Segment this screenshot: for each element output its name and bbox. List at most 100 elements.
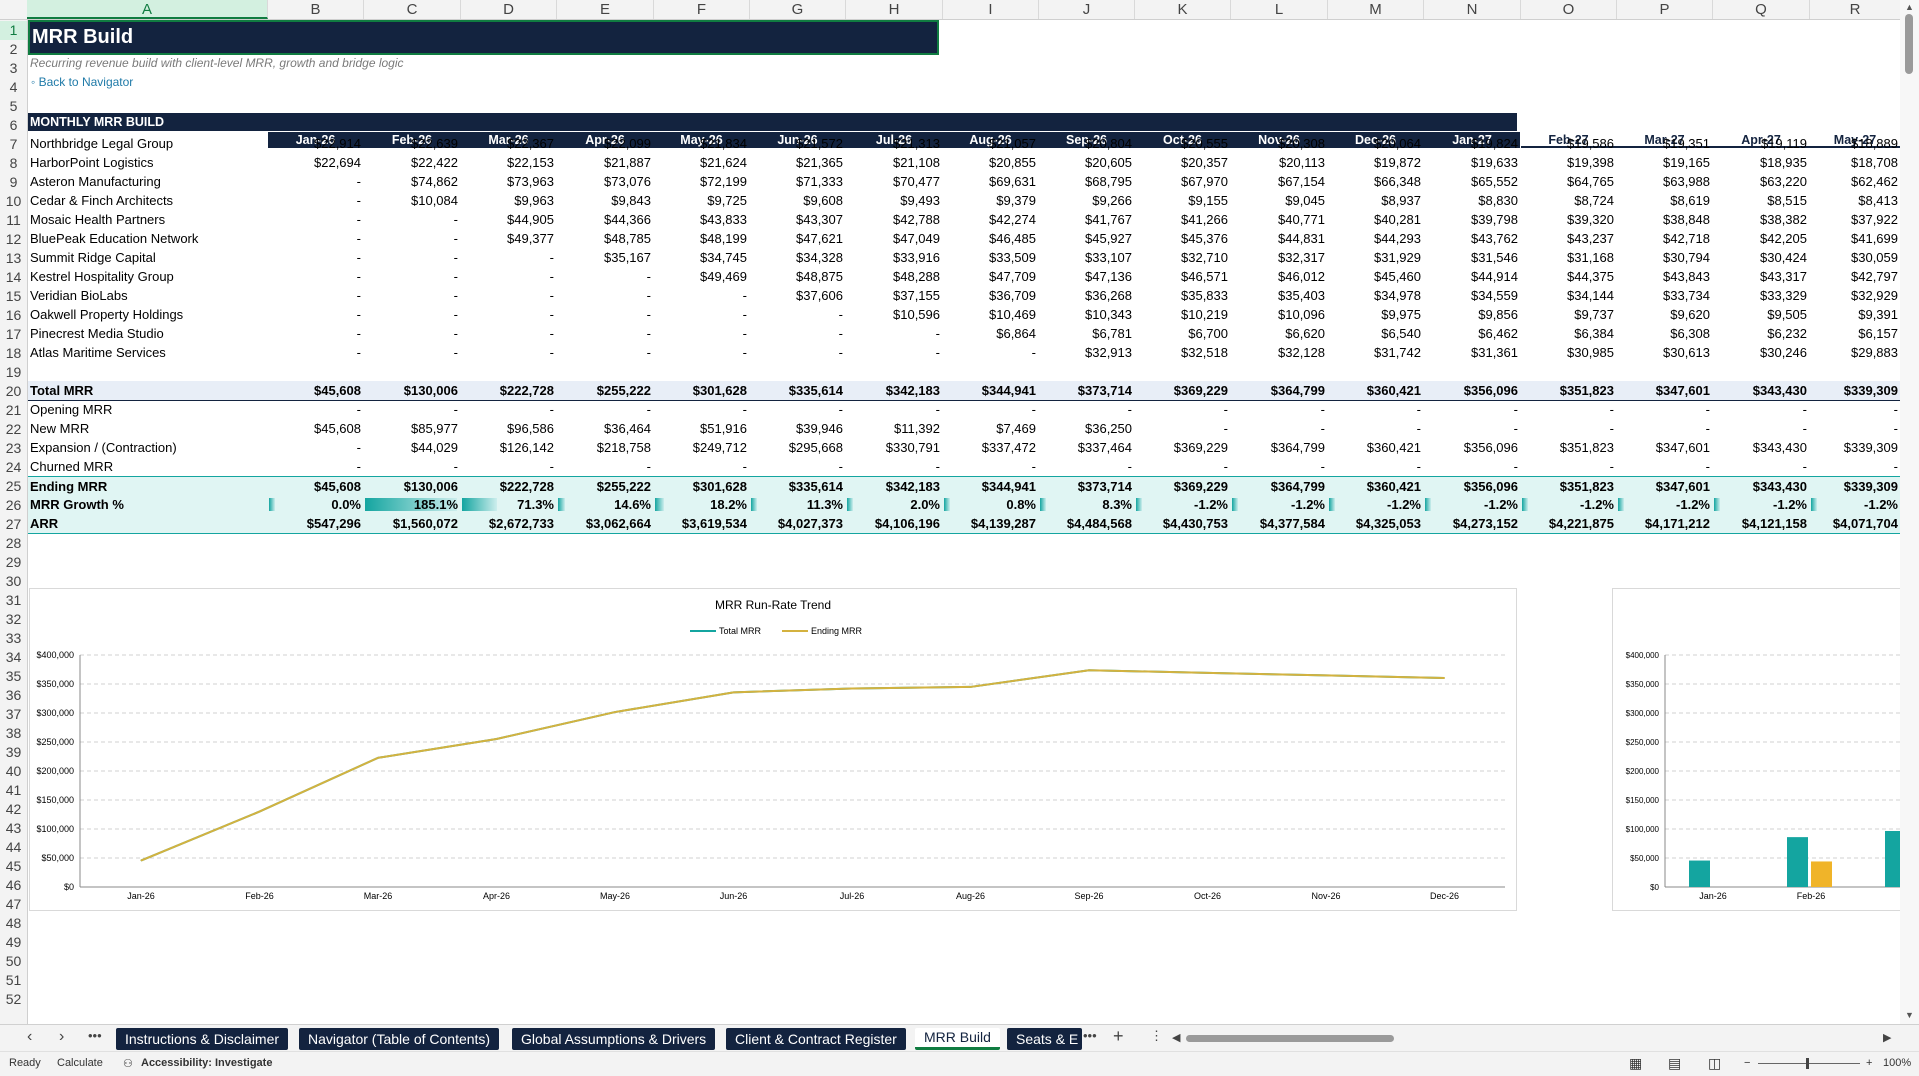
cell-value[interactable]: - [1031, 345, 1036, 360]
cell-value[interactable]: $36,250 [1085, 421, 1132, 436]
cell-value[interactable]: $20,605 [1085, 155, 1132, 170]
cell-value[interactable]: - [742, 288, 747, 303]
zoom-slider-handle[interactable] [1806, 1058, 1809, 1069]
cell-value[interactable]: $364,799 [1270, 383, 1325, 398]
sheet-title[interactable]: MRR Build [28, 20, 939, 55]
cell-value[interactable]: $344,941 [981, 383, 1036, 398]
row-label[interactable]: HarborPoint Logistics [30, 155, 154, 170]
status-calculate[interactable]: Calculate [57, 1057, 103, 1069]
cell-value[interactable]: - [1893, 421, 1898, 436]
cell-value[interactable]: $31,929 [1374, 250, 1421, 265]
cell-value[interactable]: $31,742 [1374, 345, 1421, 360]
row-header[interactable]: 50 [5, 953, 22, 969]
cell-value[interactable]: $20,064 [1374, 136, 1421, 151]
cell-value[interactable]: - [356, 193, 361, 208]
cell-value[interactable]: - [1893, 459, 1898, 474]
cell-value[interactable]: $369,229 [1173, 479, 1228, 494]
cell-value[interactable]: - [453, 212, 458, 227]
cell-value[interactable]: $19,119 [1760, 136, 1807, 151]
cell-value[interactable]: $347,601 [1655, 479, 1710, 494]
row-header[interactable]: 4 [9, 79, 18, 95]
cell-value[interactable]: - [1031, 402, 1036, 417]
cell-value[interactable]: $6,308 [1670, 326, 1710, 341]
cell-value[interactable]: $47,709 [989, 269, 1036, 284]
cell-value[interactable]: $6,462 [1478, 326, 1518, 341]
cell-value[interactable]: $67,154 [1278, 174, 1325, 189]
cell-value[interactable]: 14.6% [614, 497, 651, 512]
row-header[interactable]: 36 [5, 687, 22, 703]
cell-value[interactable]: $30,246 [1760, 345, 1807, 360]
vertical-scrollbar[interactable]: ▲ ▼ [1900, 0, 1919, 1024]
cell-value[interactable]: $85,977 [411, 421, 458, 436]
vertical-scroll-thumb[interactable] [1905, 14, 1913, 74]
cell-value[interactable]: - [1320, 402, 1325, 417]
column-header-m[interactable]: M [1328, 0, 1424, 19]
cell-value[interactable]: $32,317 [1278, 250, 1325, 265]
cell-value[interactable]: $9,266 [1092, 193, 1132, 208]
scroll-up-icon[interactable]: ▲ [1905, 2, 1914, 12]
cell-value[interactable]: 0.0% [331, 497, 361, 512]
row-header[interactable]: 26 [5, 497, 22, 513]
cell-value[interactable]: $29,883 [1851, 345, 1898, 360]
cell-value[interactable]: $33,329 [1760, 288, 1807, 303]
tab-client-register[interactable]: Client & Contract Register [726, 1028, 906, 1050]
accessibility-icon[interactable]: ⚇ [123, 1058, 133, 1070]
cell-value[interactable]: - [356, 212, 361, 227]
cell-value[interactable]: - [1031, 459, 1036, 474]
column-header-k[interactable]: K [1135, 0, 1231, 19]
cell-value[interactable]: $18,935 [1760, 155, 1807, 170]
cell-value[interactable]: $42,274 [989, 212, 1036, 227]
column-header-i[interactable]: I [943, 0, 1039, 19]
cell-value[interactable]: - [356, 440, 361, 455]
cell-value[interactable]: - [356, 288, 361, 303]
cell-value[interactable]: - [356, 307, 361, 322]
cell-value[interactable]: - [1513, 459, 1518, 474]
cell-value[interactable]: $9,843 [611, 193, 651, 208]
cell-value[interactable]: $3,062,664 [585, 516, 651, 531]
cell-value[interactable]: $347,601 [1655, 383, 1710, 398]
scroll-down-icon[interactable]: ▼ [1905, 1010, 1914, 1020]
cell-value[interactable]: $22,694 [314, 155, 361, 170]
cell-value[interactable]: $21,313 [893, 136, 940, 151]
cell-value[interactable]: $40,771 [1278, 212, 1325, 227]
cell-value[interactable]: $19,633 [1471, 155, 1518, 170]
cell-value[interactable]: 71.3% [517, 497, 554, 512]
cell-value[interactable]: - [453, 402, 458, 417]
row-header[interactable]: 25 [5, 478, 22, 494]
cell-value[interactable]: - [935, 326, 940, 341]
cell-value[interactable]: $65,552 [1471, 174, 1518, 189]
row-header[interactable]: 9 [9, 174, 18, 190]
cell-value[interactable]: $41,767 [1085, 212, 1132, 227]
cell-value[interactable]: - [1127, 402, 1132, 417]
cell-value[interactable]: - [1609, 421, 1614, 436]
cell-value[interactable]: - [1513, 402, 1518, 417]
cell-value[interactable]: $19,586 [1567, 136, 1614, 151]
cell-value[interactable]: $255,222 [596, 383, 651, 398]
zoom-slider[interactable] [1758, 1058, 1860, 1069]
cell-value[interactable]: $33,916 [893, 250, 940, 265]
bar-chart[interactable]: $0 $50,000 $100,000 $150,000 $200,000 $250,00… [1612, 588, 1900, 911]
cell-value[interactable]: $10,343 [1085, 307, 1132, 322]
cell-value[interactable]: - [646, 459, 651, 474]
cell-value[interactable]: $71,333 [796, 174, 843, 189]
cell-value[interactable]: $48,875 [796, 269, 843, 284]
row-header[interactable]: 27 [5, 516, 22, 532]
cell-value[interactable]: - [453, 345, 458, 360]
cell-value[interactable]: $3,619,534 [681, 516, 747, 531]
cell-value[interactable]: $42,788 [893, 212, 940, 227]
cell-value[interactable]: $68,795 [1085, 174, 1132, 189]
cell-value[interactable]: $9,620 [1670, 307, 1710, 322]
cell-value[interactable]: $73,963 [507, 174, 554, 189]
cell-value[interactable]: $9,963 [514, 193, 554, 208]
cell-value[interactable]: $45,927 [1085, 231, 1132, 246]
row-header[interactable]: 14 [5, 269, 22, 285]
cell-value[interactable]: $4,273,152 [1452, 516, 1518, 531]
cell-value[interactable]: - [1223, 402, 1228, 417]
tab-instructions[interactable]: Instructions & Disclaimer [116, 1028, 289, 1050]
row-header[interactable]: 51 [5, 972, 22, 988]
cell-value[interactable]: $45,460 [1374, 269, 1421, 284]
cell-value[interactable]: $339,309 [1843, 383, 1898, 398]
cell-value[interactable]: - [1416, 459, 1421, 474]
cell-value[interactable]: $4,071,704 [1832, 516, 1898, 531]
tab-mrr-build[interactable]: MRR Build [915, 1028, 1000, 1050]
